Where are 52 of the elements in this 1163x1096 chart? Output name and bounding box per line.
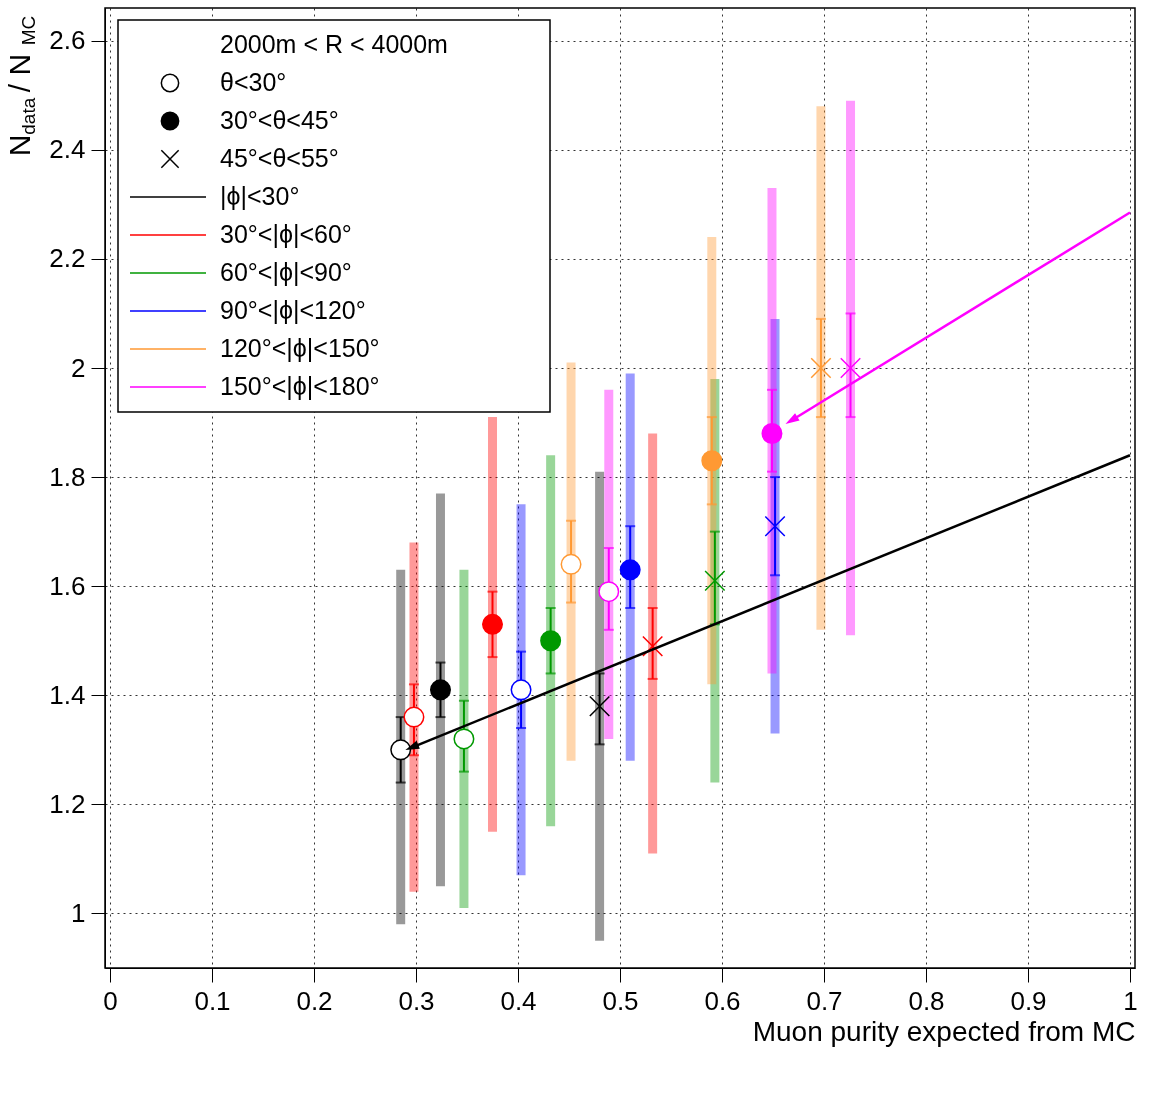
bar (816, 106, 826, 630)
x-tick-label: 0.1 (194, 985, 231, 1016)
y-tick-label: 1.8 (49, 461, 86, 492)
bar (488, 417, 497, 832)
y-tick-label: 1.6 (49, 570, 86, 601)
y-tick-label: 2 (71, 352, 86, 383)
legend-label: 120°<|ϕ|<150° (220, 334, 380, 362)
x-tick-label: 0 (103, 985, 118, 1016)
x-tick-label: 0.6 (704, 985, 741, 1016)
y-axis-title: Ndata / NMC (3, 15, 39, 157)
x-tick-label: 0.4 (500, 985, 537, 1016)
point (510, 679, 532, 701)
y-tick-label: 2.6 (49, 25, 86, 56)
bar (625, 373, 635, 761)
legend-label: 90°<|ϕ|<120° (220, 296, 366, 324)
legend-label: 150°<|ϕ|<180° (220, 372, 380, 400)
legend-label: 30°<|ϕ|<60° (220, 220, 352, 248)
legend-title: 2000m < R < 4000m (220, 30, 448, 58)
x-tick-label: 0.2 (296, 985, 333, 1016)
point (598, 581, 620, 603)
point (390, 739, 412, 761)
bar (566, 362, 576, 761)
y-tick-label: 1.4 (49, 679, 86, 710)
y-tick-label: 1 (71, 897, 86, 928)
x-axis-title: Muon purity expected from MC (752, 1015, 1136, 1047)
x-tick-label: 0.8 (908, 985, 945, 1016)
legend-label: 60°<|ϕ|<90° (220, 258, 352, 286)
legend-label: |ϕ|<30° (220, 182, 300, 210)
bar (435, 493, 445, 887)
y-tick-label: 2.4 (49, 134, 86, 165)
bar (648, 433, 658, 854)
x-tick-label: 0.7 (806, 985, 843, 1016)
bar (846, 100, 856, 636)
bar (409, 542, 419, 892)
legend-label: 45°<θ<55° (220, 144, 339, 172)
y-tick-label: 2.2 (49, 243, 86, 274)
y-tick-label: 1.2 (49, 788, 86, 819)
x-tick-label: 0.9 (1010, 985, 1047, 1016)
bar (546, 455, 556, 827)
bar (604, 389, 614, 739)
point (403, 706, 425, 728)
point (453, 728, 475, 750)
bar (396, 569, 406, 925)
point (560, 553, 582, 575)
bar (516, 504, 526, 876)
x-tick-label: 0.3 (398, 985, 435, 1016)
x-tick-label: 1 (1123, 985, 1138, 1016)
legend-label: 30°<θ<45° (220, 106, 339, 134)
x-tick-label: 0.5 (602, 985, 639, 1016)
bar (595, 471, 605, 941)
bar (459, 569, 469, 908)
legend-label: θ<30° (220, 68, 287, 96)
